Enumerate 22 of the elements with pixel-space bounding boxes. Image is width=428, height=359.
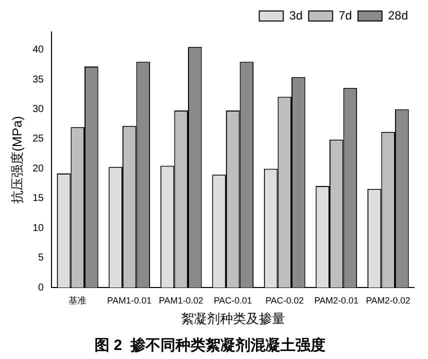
x-tick-label: PAM2-0.02 [366,295,410,306]
y-tick-label: 35 [32,74,44,86]
y-tick-label: 20 [32,163,44,174]
x-tick-label: 基准 [68,295,87,306]
x-tick-label: PAM1-0.02 [158,295,204,306]
y-tick-label: 30 [32,104,44,116]
y-tick-label: 10 [32,222,44,234]
text: 图 2 掺不同种类絮凝剂混凝土强度 [94,336,326,354]
legend-label: 3d [289,8,303,22]
y-tick-label: 40 [32,44,44,56]
x-tick-label: PAM2-0.01 [314,295,359,306]
x-tick-label: PAC-0.02 [265,295,304,306]
legend-label: 7d [338,8,352,22]
y-tick-label: 5 [38,252,44,264]
x-axis-title: 絮凝剂种类及掺量 [180,310,285,326]
y-axis-title: 抗压强度(MPa) [9,116,24,204]
legend-label: 28d [388,8,408,22]
y-tick-label: 0 [38,282,44,294]
y-tick-label: 15 [32,193,44,204]
x-tick-label: PAM1-0.01 [107,295,152,306]
y-tick-label: 25 [32,134,44,145]
x-tick-label: PAC-0.01 [214,295,252,306]
